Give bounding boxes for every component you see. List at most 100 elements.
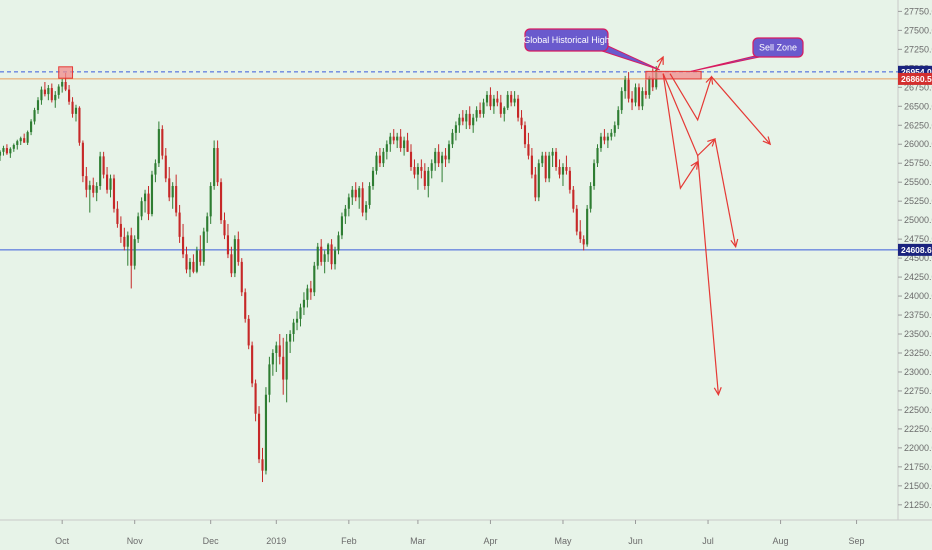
candle-body [475,110,478,118]
candle-body [451,132,454,145]
candle-body [468,113,471,126]
candle-body [133,239,136,266]
price-tick-label: 21250.0 [904,500,932,510]
time-tick-label: Jul [702,536,714,546]
price-tag-bg [898,72,932,85]
candle-body [9,148,12,154]
candle-body [506,94,509,108]
candle-body [105,174,109,190]
candle-body [610,132,613,137]
candle-body [437,151,440,164]
price-tick-label: 26250.0 [904,120,932,130]
price-tick-label: 26000.0 [904,139,932,149]
price-tick-label: 22750.0 [904,386,932,396]
candle-body [164,155,167,179]
candle-body [575,208,578,232]
candle-body [154,163,157,175]
candle-body [12,144,15,149]
price-tick-label: 27250.0 [904,44,932,54]
candle-body [392,136,395,141]
candle-body [306,288,309,300]
candle-body [74,107,78,114]
candle-body [130,235,133,266]
price-tick-label: 22000.0 [904,443,932,453]
candle-body [396,136,399,141]
candle-body [26,132,29,143]
candle-body [295,318,299,323]
arrowhead-6 [713,387,722,397]
candle-body [327,244,330,255]
candle-body [365,204,368,213]
candle-body [47,88,50,95]
candle-body [192,261,195,272]
candle-body [589,185,592,209]
candle-body [447,144,451,160]
time-tick-label: Oct [55,536,70,546]
candle-body [330,244,333,265]
candle-body [43,89,46,95]
candle-body [354,189,357,198]
candle-body [409,151,413,168]
candle-body [223,220,226,236]
candle-body [292,322,295,335]
candle-body [244,292,247,319]
candle-body [399,136,402,149]
price-tag-bg [898,243,932,256]
time-tick-label: May [554,536,572,546]
candle-body [551,151,554,156]
projection-arrow-1 [662,73,699,190]
candle-body [92,185,95,193]
candle-body [320,246,323,262]
candle-body [375,155,378,171]
candle-body [333,250,337,265]
callout-box [752,37,804,58]
projection-arrow-2 [669,73,713,122]
candle-body [54,94,57,101]
candle-body [544,155,547,179]
candle-body [237,239,240,262]
candle-body [23,138,26,143]
candle-body [251,345,254,384]
candle-body [523,125,527,145]
candle-body [496,98,499,103]
candle-body [520,117,523,126]
candle-body [644,91,647,95]
candle-body [586,208,589,245]
candle-body [423,170,426,186]
price-tick-label: 24250.0 [904,272,932,282]
candle-body [599,136,603,149]
candle-body [624,79,627,92]
arrowhead-3 [762,136,772,146]
price-tick-label: 23500.0 [904,329,932,339]
candle-body [361,188,364,213]
candle-body [181,236,185,255]
candle-body [541,155,544,164]
candle-body [637,87,641,107]
candle-body [219,182,223,221]
candle-body [568,170,571,190]
candle-body [513,98,516,103]
candle-body [2,148,5,152]
candle-body [371,170,375,186]
price-axis-background [898,0,932,550]
candle-body [206,216,209,232]
candle-body [230,254,233,274]
projection-arrows [655,55,772,397]
candle-body [351,189,354,198]
candle-body [268,364,271,395]
candle-body [261,459,264,471]
candle-body [534,174,537,198]
price-tick-label: 22500.0 [904,405,932,415]
candle-body [434,151,437,164]
price-tick-label: 22250.0 [904,424,932,434]
candle-body [202,231,205,262]
time-tick-label: Dec [203,536,220,546]
price-tick-label: 21500.0 [904,481,932,491]
candle-body [85,176,88,190]
candle-body [403,140,406,149]
candle-body [485,94,489,103]
candle-body [213,148,216,186]
arrowhead-5 [730,238,739,249]
candle-body [254,383,257,414]
